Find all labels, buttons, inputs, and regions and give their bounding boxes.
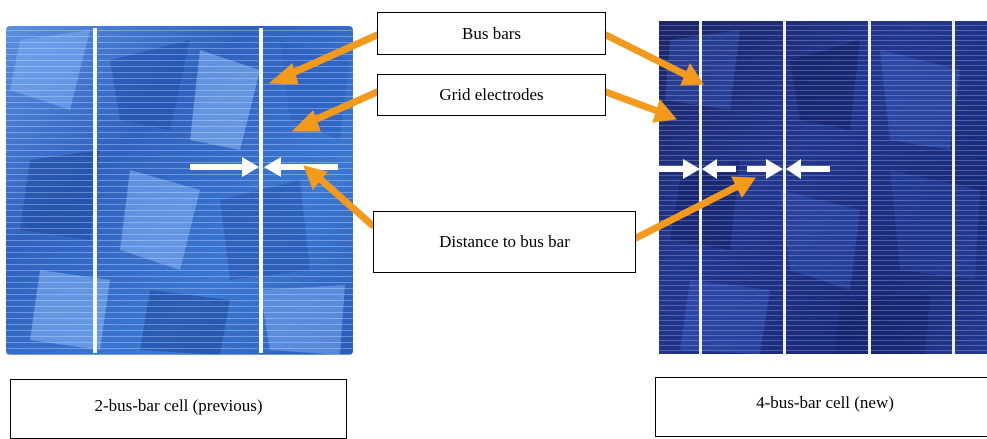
right-bus-bar-2 xyxy=(783,21,786,354)
right-cell-caption: 4-bus-bar cell (new) xyxy=(655,377,987,437)
distance-to-bus-bar-label: Distance to bus bar xyxy=(373,211,636,273)
grid-electrodes-label: Grid electrodes xyxy=(377,74,606,116)
right-bus-bar-1 xyxy=(699,21,702,354)
left-bus-bar-1 xyxy=(93,28,97,353)
arrow-bus-bars-left xyxy=(284,31,381,79)
diagram-canvas xyxy=(6,21,987,355)
arrow-bus-bars-right xyxy=(602,31,690,79)
right-bus-bar-3 xyxy=(868,21,871,354)
arrow-grid-right xyxy=(602,88,664,116)
right-bus-bar-4 xyxy=(952,21,955,354)
right-distance-arrows xyxy=(659,159,830,179)
arrow-distance-right xyxy=(632,182,742,242)
arrow-distance-left xyxy=(315,174,376,229)
right-solar-cell xyxy=(659,21,987,354)
arrow-grid-left xyxy=(306,88,381,126)
left-solar-cell xyxy=(6,26,353,355)
orange-pointer-arrows xyxy=(268,31,756,242)
left-cell-caption: 2-bus-bar cell (previous) xyxy=(10,379,347,439)
bus-bars-label: Bus bars xyxy=(377,12,606,55)
left-bus-bar-2 xyxy=(259,28,263,353)
